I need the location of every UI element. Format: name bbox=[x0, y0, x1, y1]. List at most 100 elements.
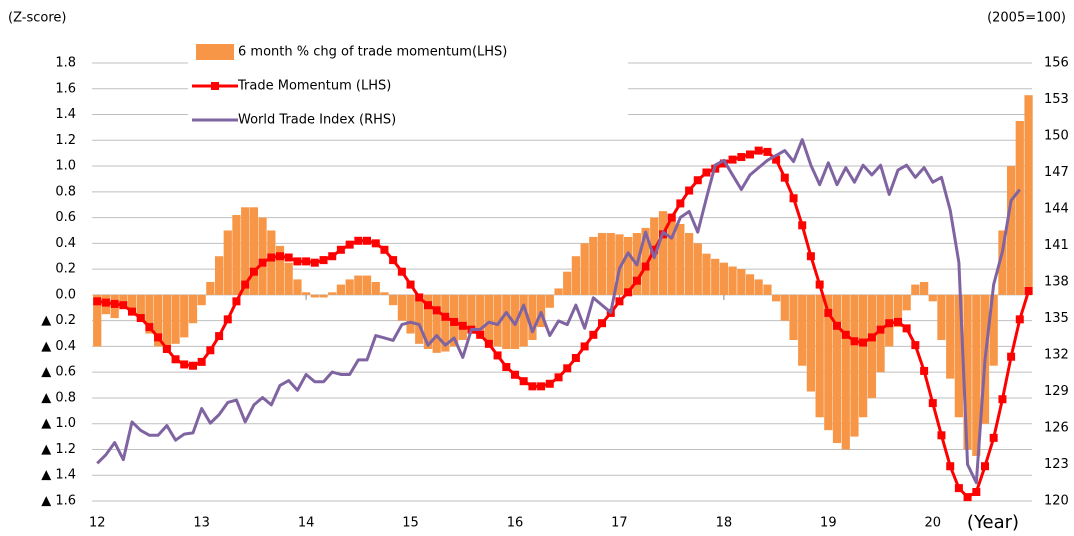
marker bbox=[432, 306, 441, 315]
bar bbox=[684, 233, 694, 295]
marker bbox=[502, 363, 511, 372]
marker bbox=[458, 321, 467, 330]
y-tick-label: 0.4 bbox=[55, 236, 76, 251]
marker bbox=[824, 308, 833, 317]
y2-tick-label: 153 bbox=[1044, 92, 1069, 107]
x-tick-label: 19 bbox=[820, 516, 837, 531]
y-tick-label: ▲ 0.6 bbox=[41, 365, 76, 380]
y-tick-label: ▲ 1.2 bbox=[41, 442, 76, 457]
marker bbox=[267, 253, 276, 262]
bar bbox=[841, 294, 850, 450]
x-tick-label: 15 bbox=[402, 516, 419, 531]
marker bbox=[989, 433, 998, 442]
marker bbox=[310, 258, 319, 267]
marker bbox=[537, 382, 546, 391]
bar bbox=[336, 284, 346, 295]
bar bbox=[249, 207, 259, 295]
bar bbox=[763, 284, 772, 295]
bar bbox=[484, 294, 494, 344]
marker bbox=[528, 382, 537, 391]
bar bbox=[476, 294, 485, 337]
bar bbox=[188, 294, 198, 324]
y-tick-label: 1.2 bbox=[55, 133, 76, 148]
marker bbox=[841, 330, 850, 339]
bar bbox=[832, 294, 842, 444]
bar bbox=[275, 245, 285, 295]
bar bbox=[623, 236, 633, 295]
x-tick-label: 20 bbox=[925, 516, 942, 531]
marker bbox=[284, 253, 293, 262]
marker bbox=[850, 337, 859, 346]
x-tick-label: 14 bbox=[298, 516, 315, 531]
marker bbox=[319, 256, 328, 265]
bar bbox=[127, 294, 137, 311]
marker bbox=[571, 354, 580, 363]
marker bbox=[702, 168, 711, 177]
y2-tick-label: 147 bbox=[1044, 165, 1069, 180]
bar bbox=[806, 294, 816, 392]
marker bbox=[920, 366, 929, 375]
left-axis-label: (Z-score) bbox=[8, 11, 66, 26]
bar bbox=[197, 294, 206, 306]
marker bbox=[798, 221, 807, 230]
x-tick-label: 12 bbox=[89, 516, 106, 531]
bar bbox=[406, 294, 415, 334]
bar bbox=[136, 294, 145, 321]
marker bbox=[580, 342, 589, 351]
marker bbox=[145, 323, 154, 332]
bar bbox=[946, 294, 955, 379]
y-tick-label: 1.4 bbox=[55, 107, 76, 122]
marker bbox=[380, 245, 389, 254]
bar bbox=[771, 294, 781, 302]
bar bbox=[737, 269, 746, 295]
marker bbox=[293, 257, 302, 266]
legend-label: 6 month % chg of trade momentum(LHS) bbox=[238, 45, 507, 60]
bar bbox=[545, 294, 554, 308]
marker bbox=[406, 280, 415, 289]
marker bbox=[171, 355, 180, 364]
marker bbox=[345, 240, 354, 249]
bar bbox=[223, 230, 232, 295]
bar bbox=[972, 294, 981, 456]
y-tick-label: ▲ 1.4 bbox=[41, 468, 76, 483]
bar bbox=[954, 294, 964, 418]
bar bbox=[502, 294, 511, 349]
bar bbox=[554, 288, 563, 295]
y-tick-label: 1.0 bbox=[55, 159, 76, 174]
bar bbox=[998, 230, 1007, 295]
marker bbox=[162, 344, 171, 353]
y2-tick-label: 141 bbox=[1044, 238, 1069, 253]
bar bbox=[162, 294, 172, 349]
right-axis-label: (2005=100) bbox=[987, 11, 1066, 26]
bar bbox=[362, 275, 372, 295]
bar bbox=[850, 294, 859, 437]
y-tick-label: 1.8 bbox=[55, 56, 76, 71]
bar bbox=[432, 294, 441, 353]
bar bbox=[728, 266, 737, 295]
marker bbox=[101, 298, 110, 307]
bar bbox=[388, 294, 398, 306]
marker bbox=[911, 341, 920, 350]
bar bbox=[301, 292, 311, 295]
bar bbox=[606, 233, 615, 295]
bar bbox=[284, 262, 293, 295]
marker bbox=[963, 493, 972, 502]
x-tick-label: 13 bbox=[193, 516, 210, 531]
bar bbox=[214, 256, 224, 295]
marker bbox=[928, 399, 937, 408]
bar bbox=[658, 211, 668, 295]
y2-tick-label: 144 bbox=[1044, 202, 1069, 217]
bar bbox=[676, 224, 685, 295]
marker bbox=[328, 252, 337, 261]
bar bbox=[858, 294, 868, 418]
y2-tick-label: 135 bbox=[1044, 311, 1069, 326]
bar bbox=[902, 294, 911, 311]
marker bbox=[946, 462, 955, 471]
legend-box bbox=[188, 38, 628, 138]
marker bbox=[110, 299, 119, 308]
marker bbox=[476, 330, 485, 339]
line bbox=[96, 138, 1021, 485]
bar bbox=[145, 294, 154, 334]
y-tick-label: ▲ 1.6 bbox=[41, 494, 76, 509]
x-tick-label: 16 bbox=[507, 516, 524, 531]
